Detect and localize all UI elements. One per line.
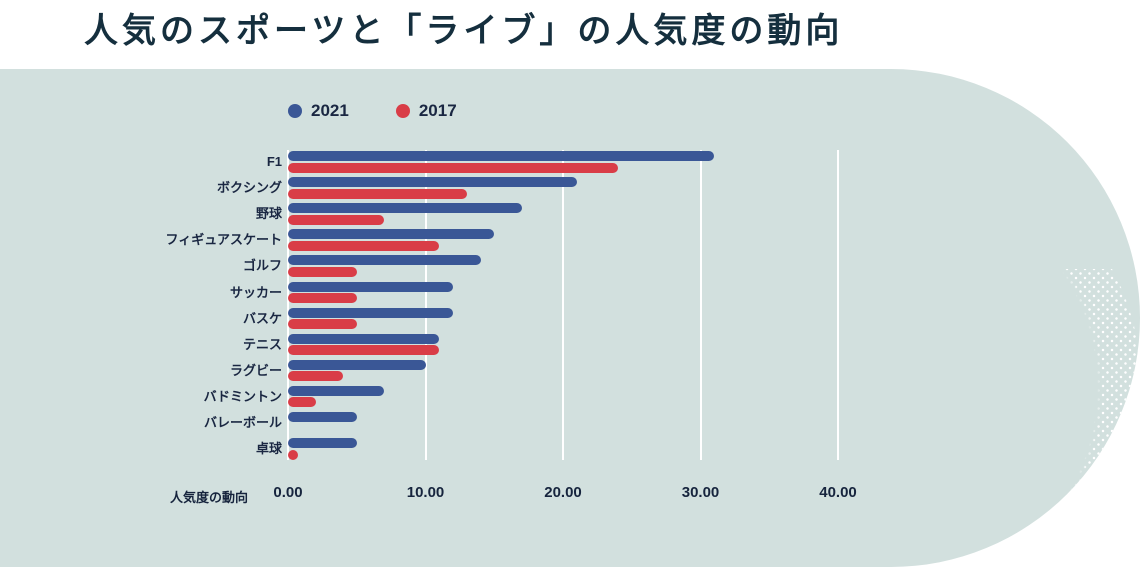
bar-2017-サッカー bbox=[288, 293, 357, 303]
bar-2021-フィギュアスケート bbox=[288, 229, 495, 240]
halftone-dots-decoration bbox=[1058, 269, 1140, 514]
category-label: F1 bbox=[266, 154, 282, 169]
chart-row-フィギュアスケート: フィギュアスケート bbox=[0, 228, 1140, 254]
gridline-10 bbox=[424, 150, 427, 460]
bar-2021-卓球 bbox=[288, 438, 357, 449]
gridline-0 bbox=[287, 150, 289, 460]
gridline-40 bbox=[837, 150, 839, 460]
chart-row-F1: F1 bbox=[0, 150, 1140, 176]
x-tick-label-40.00: 40.00 bbox=[819, 484, 857, 501]
x-tick-label-10.00: 10.00 bbox=[406, 484, 445, 501]
chart-title: 人気のスポーツと「ライブ」の人気度の動向 bbox=[84, 11, 844, 51]
bar-2021-ボクシング bbox=[288, 177, 577, 188]
chart-row-バスケ: バスケ bbox=[0, 307, 1140, 333]
bar-2021-野球 bbox=[288, 203, 522, 214]
bar-2017-テニス bbox=[288, 345, 440, 356]
x-tick-label-30.00: 30.00 bbox=[681, 484, 720, 501]
category-label: サッカー bbox=[229, 284, 282, 300]
legend-dot-2021 bbox=[288, 104, 302, 118]
category-label: ラグビー bbox=[229, 362, 282, 378]
bar-2021-バドミントン bbox=[288, 385, 385, 396]
category-label: ゴルフ bbox=[242, 258, 282, 274]
legend-label: 2017 bbox=[418, 101, 457, 120]
x-axis-label: 人気度の動向 bbox=[169, 490, 248, 505]
category-label: バレーボール bbox=[203, 415, 282, 430]
x-tick-label-20.00: 20.00 bbox=[544, 484, 582, 501]
bar-2021-バスケ bbox=[288, 307, 453, 318]
category-label: ボクシング bbox=[216, 180, 282, 196]
bar-2021-F1 bbox=[288, 151, 715, 161]
bar-2017-バドミントン bbox=[288, 397, 316, 408]
x-tick-label-0.00: 0.00 bbox=[273, 484, 303, 501]
chart-row-テニス: テニス bbox=[0, 333, 1140, 359]
legend-item-2017: 2017 bbox=[395, 101, 457, 121]
bar-2021-ラグビー bbox=[288, 359, 426, 370]
chart-row-ゴルフ: ゴルフ bbox=[0, 254, 1140, 280]
bar-2017-F1 bbox=[288, 162, 618, 173]
legend-dot-2017 bbox=[395, 104, 410, 118]
bar-2017-卓球 bbox=[288, 449, 298, 460]
category-label: バドミントン bbox=[203, 388, 282, 404]
bar-2021-ゴルフ bbox=[288, 255, 481, 266]
gridline-30 bbox=[699, 150, 702, 460]
bar-2017-フィギュアスケート bbox=[288, 240, 440, 251]
gridline-20 bbox=[562, 150, 564, 460]
bar-2021-テニス bbox=[288, 333, 440, 344]
chart-row-バレーボール: バレーボール bbox=[0, 411, 1140, 437]
chart-legend: 2021 2017 bbox=[288, 101, 457, 121]
bar-2017-ラグビー bbox=[288, 371, 343, 382]
chart-row-卓球: 卓球 bbox=[0, 437, 1140, 463]
chart-row-ボクシング: ボクシング bbox=[0, 176, 1140, 202]
bar-2017-ゴルフ bbox=[288, 266, 357, 277]
bar-chart-plot-area: F1 ボクシング野球フィギュアスケートゴルフサッカーバスケテニスラグビーバドミント… bbox=[0, 150, 1140, 460]
category-label: フィギュアスケート bbox=[165, 232, 282, 248]
chart-row-ラグビー: ラグビー bbox=[0, 359, 1140, 385]
bar-2021-バレーボール bbox=[288, 412, 357, 422]
x-axis: 人気度の動向 0.00 10.00 20.00 30.00 40.00 bbox=[0, 484, 1140, 506]
category-label: 野球 bbox=[255, 206, 282, 222]
category-label: テニス bbox=[242, 336, 282, 352]
chart-row-サッカー: サッカー bbox=[0, 281, 1140, 307]
bar-2017-ボクシング bbox=[288, 188, 467, 199]
chart-panel: 2021 2017 F1 ボクシング野球フィギュアスケートゴルフサッカーバスケテニス… bbox=[0, 69, 1140, 567]
bar-2017-バスケ bbox=[288, 319, 357, 330]
chart-row-バドミントン: バドミントン bbox=[0, 385, 1140, 411]
bar-2017-野球 bbox=[288, 214, 385, 225]
legend-label: 2021 bbox=[311, 101, 349, 120]
category-label: 卓球 bbox=[255, 441, 282, 457]
legend-item-2021: 2021 bbox=[288, 101, 349, 121]
category-label: バスケ bbox=[242, 310, 282, 326]
bar-2021-サッカー bbox=[288, 281, 453, 292]
chart-row-野球: 野球 bbox=[0, 202, 1140, 228]
